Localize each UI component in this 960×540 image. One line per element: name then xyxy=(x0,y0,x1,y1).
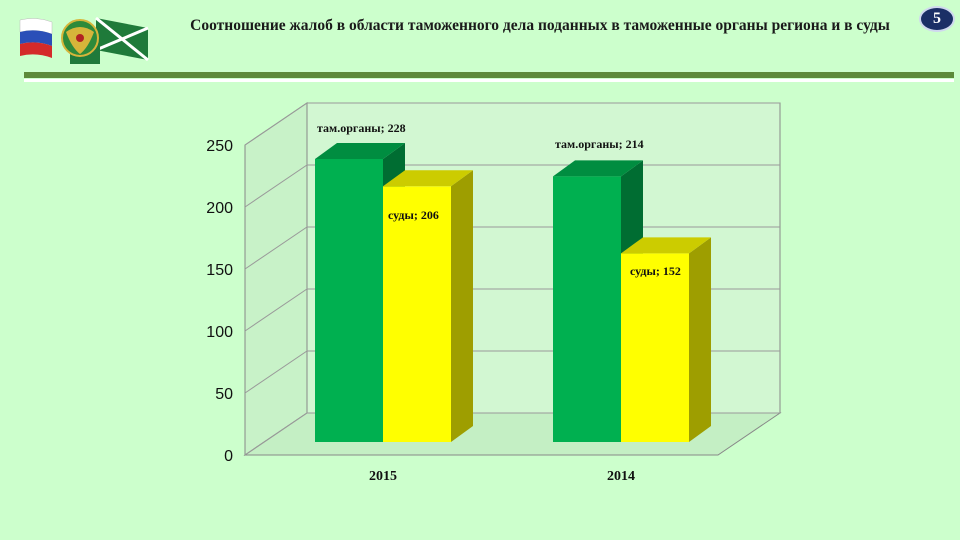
bar-front xyxy=(315,159,383,442)
bar-front xyxy=(621,253,689,442)
bar-top xyxy=(621,237,711,254)
bar-front xyxy=(553,176,621,442)
bar-front xyxy=(383,186,451,442)
slide-number-badge: 5 xyxy=(919,6,955,32)
bar-side xyxy=(451,170,473,443)
y-tick-label: 50 xyxy=(215,386,233,403)
page-title: Соотношение жалоб в области таможенного … xyxy=(190,17,890,34)
bar-top xyxy=(553,160,643,177)
y-tick-label: 100 xyxy=(206,324,233,341)
y-tick-label: 250 xyxy=(206,138,233,155)
x-category-label: 2014 xyxy=(607,469,635,484)
x-category-label: 2015 xyxy=(369,469,397,484)
bar-top xyxy=(315,143,405,159)
data-label: суды; 206 xyxy=(388,208,439,222)
russian-flag-icon xyxy=(19,18,53,58)
header-divider xyxy=(24,72,954,78)
data-label: там.органы; 214 xyxy=(555,137,644,151)
y-tick-label: 200 xyxy=(206,200,233,217)
header-divider-light xyxy=(24,79,954,82)
data-label: там.органы; 228 xyxy=(317,121,406,135)
gridline xyxy=(244,102,780,146)
chart-side-wall xyxy=(244,102,308,456)
bar-side xyxy=(689,237,711,442)
customs-emblem-icon xyxy=(19,16,149,64)
bar-top xyxy=(383,170,473,187)
y-tick-label: 0 xyxy=(224,448,233,465)
slide-header: Соотношение жалоб в области таможенного … xyxy=(0,0,960,90)
data-label: суды; 152 xyxy=(630,264,681,278)
y-tick-label: 150 xyxy=(206,262,233,279)
